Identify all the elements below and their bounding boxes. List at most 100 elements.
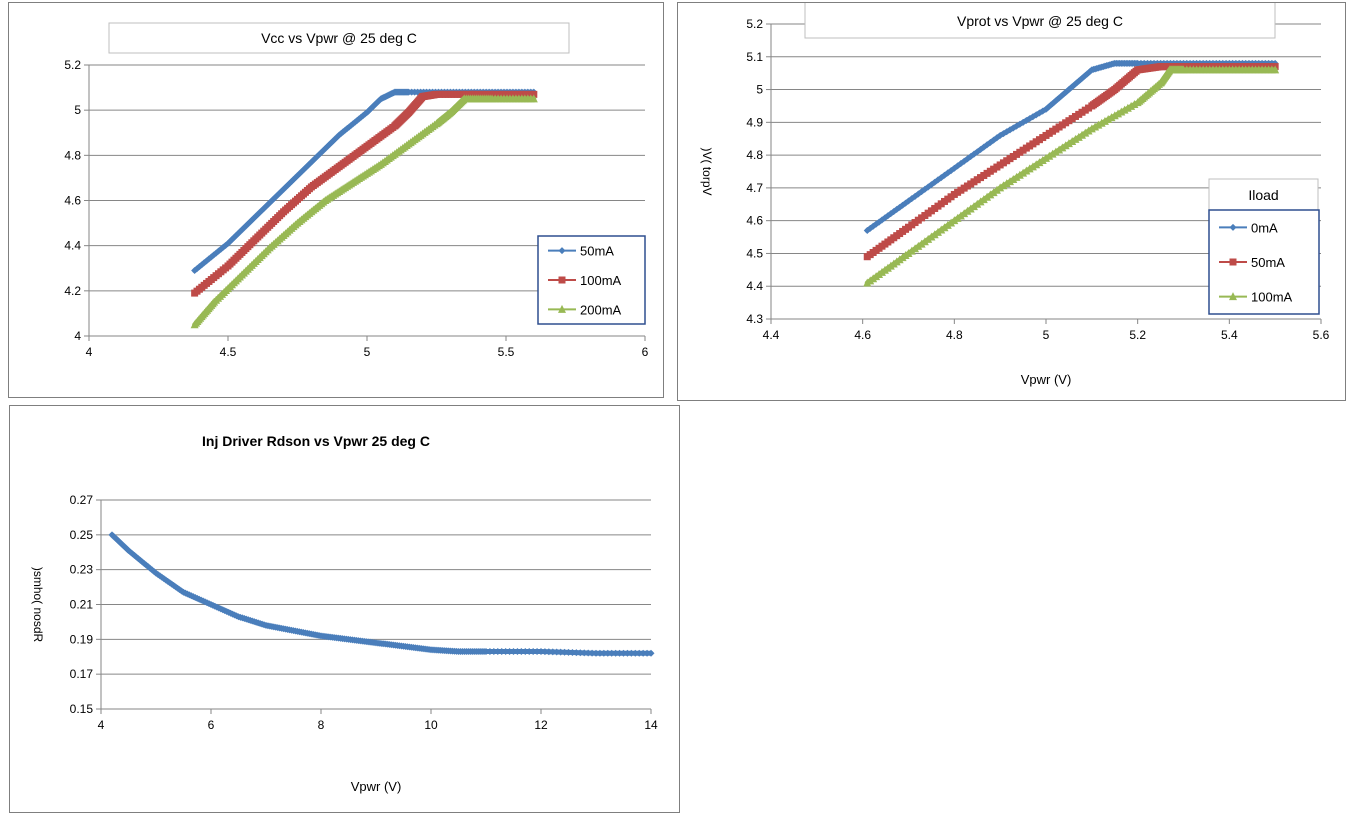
data-point <box>878 216 886 224</box>
data-point <box>983 192 992 201</box>
y-tick-label: 0.19 <box>70 632 94 646</box>
chart-panel-vprot: 4.3 4.4 4.5 4.6 4.7 4.8 4.9 5 5.1 5.2 4.4 4.6 4.8 5 5.… <box>677 2 1346 401</box>
x-tick-label: 12 <box>534 718 548 732</box>
data-point <box>565 648 572 656</box>
data-point <box>899 201 907 209</box>
data-point <box>1074 132 1083 141</box>
data-point <box>1022 116 1030 124</box>
data-point <box>486 648 494 656</box>
data-point <box>1064 139 1073 148</box>
data-point <box>144 563 152 571</box>
data-point <box>494 90 502 98</box>
legend-label: 50mA <box>580 244 614 259</box>
data-point <box>482 90 490 98</box>
data-point <box>510 90 518 98</box>
y-axis-label: )V( torpV <box>700 147 714 195</box>
data-point <box>1058 143 1067 152</box>
data-point <box>522 90 530 98</box>
legend-marker <box>1229 258 1237 266</box>
data-point <box>1045 151 1054 160</box>
data-point <box>584 649 592 657</box>
data-point <box>907 246 916 255</box>
y-tick-label: 0.25 <box>70 528 94 542</box>
y-tick-label: 4.4 <box>64 239 81 253</box>
y-tick-label: 5 <box>74 103 81 117</box>
x-tick-label: 4.8 <box>946 328 963 342</box>
data-point <box>635 649 643 657</box>
data-point <box>612 649 620 657</box>
data-point <box>525 648 533 656</box>
title-box <box>108 22 570 54</box>
data-point <box>973 199 982 208</box>
data-point <box>960 209 969 218</box>
data-point <box>568 649 576 657</box>
data-point <box>1002 179 1011 188</box>
data-point <box>1084 126 1093 135</box>
legend-label: 100mA <box>580 273 622 288</box>
data-point <box>1022 166 1031 175</box>
legend-marker <box>558 304 566 313</box>
y-tick-label: 5.2 <box>746 17 763 31</box>
data-point <box>486 90 494 98</box>
data-point <box>126 548 134 556</box>
data-point <box>513 648 521 656</box>
data-point <box>631 649 639 657</box>
y-tick-label: 4.6 <box>746 214 763 228</box>
y-tick-label: 4.2 <box>64 284 81 298</box>
data-point <box>1025 164 1034 173</box>
data-point <box>498 90 506 98</box>
data-point <box>957 160 965 168</box>
data-point <box>960 157 968 165</box>
data-point <box>1055 145 1064 154</box>
data-point <box>572 649 580 657</box>
data-point <box>623 649 631 657</box>
data-point <box>1019 118 1027 126</box>
data-point <box>956 211 965 220</box>
x-tick-label: 4.4 <box>763 328 780 342</box>
legend-label: 100mA <box>1251 290 1293 305</box>
y-tick-label: 4.4 <box>746 279 763 293</box>
data-point <box>580 649 588 657</box>
data-point <box>1028 162 1037 171</box>
data-point <box>647 649 655 657</box>
x-axis-label: Vpwr (V) <box>1021 372 1072 387</box>
data-point <box>529 648 537 656</box>
data-point <box>494 648 502 656</box>
y-tick-label: 4.8 <box>64 148 81 162</box>
data-point <box>963 155 971 163</box>
data-point <box>950 216 959 225</box>
y-tick-label: 4 <box>74 329 81 343</box>
y-tick-label: 5.1 <box>746 50 763 64</box>
data-point <box>600 649 608 657</box>
series-200ma <box>190 94 538 329</box>
chart-vprot-vs-vpwr: 4.34.44.54.64.74.84.955.15.24.4 4.6 4.8 5 5.… <box>700 3 1330 387</box>
data-point <box>953 213 962 222</box>
y-tick-label: 4.5 <box>746 246 763 260</box>
data-point <box>1026 115 1034 123</box>
data-point <box>604 649 612 657</box>
data-point <box>937 225 946 234</box>
y-tick-label: 5 <box>756 83 763 97</box>
x-tick-label: 4.6 <box>854 328 871 342</box>
y-tick-label: 0.27 <box>70 493 94 507</box>
data-point <box>510 648 517 656</box>
chart-panel-vcc: 4 4.2 4.4 4.6 4.8 5 5.2 4 4.5 5 5.5 6 Vcc vs Vpwr @ … <box>8 2 664 398</box>
data-point <box>924 234 933 243</box>
x-tick-label: 5.4 <box>1221 328 1238 342</box>
chart-title: Vcc vs Vpwr @ 25 deg C <box>261 30 417 46</box>
data-point <box>1068 137 1077 146</box>
data-point <box>902 199 910 207</box>
data-point <box>950 164 958 172</box>
data-point <box>904 248 913 257</box>
data-point <box>498 648 506 656</box>
data-point <box>521 648 529 656</box>
series-line <box>192 91 537 296</box>
data-point <box>966 204 975 213</box>
data-point <box>989 188 998 197</box>
data-point <box>514 90 522 98</box>
x-tick-label: 5 <box>1043 328 1050 342</box>
legend-label: 200mA <box>580 302 622 317</box>
data-point <box>518 90 526 98</box>
data-point <box>639 649 647 657</box>
data-point <box>545 648 553 656</box>
